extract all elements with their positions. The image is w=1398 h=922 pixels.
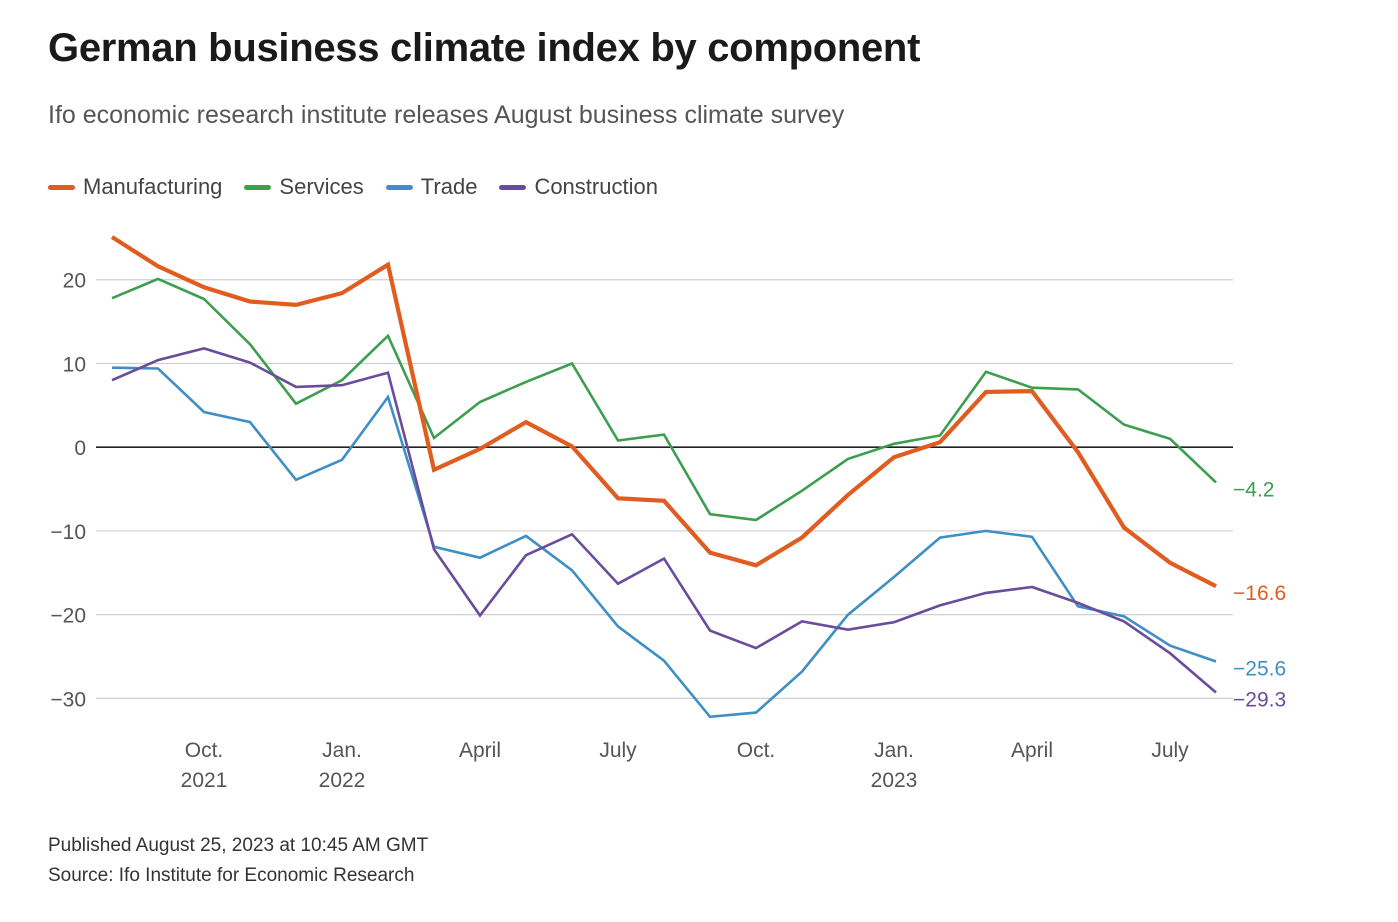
legend-swatch-manufacturing: [48, 184, 75, 190]
legend-swatch-trade: [385, 184, 413, 190]
end-label-services: −4.2: [1233, 478, 1274, 501]
chart-subtitle: Ifo economic research institute releases…: [48, 101, 845, 129]
series-line-construction: [111, 347, 1217, 694]
legend-swatch-services: [244, 184, 272, 190]
y-tick-label: 20: [63, 270, 86, 293]
y-tick-label: −20: [50, 605, 86, 628]
end-label-manufacturing: −16.6: [1233, 582, 1286, 605]
legend-swatch-construction: [499, 184, 527, 190]
legend-label-services: Services: [279, 174, 364, 199]
source-note: Source: Ifo Institute for Economic Resea…: [48, 865, 415, 886]
chart-title: German business climate index by compone…: [48, 26, 921, 70]
x-tick-label: Oct.: [737, 739, 776, 762]
published-date: Published August 25, 2023 at 10:45 AM GM…: [48, 835, 429, 856]
x-tick-label: July: [1151, 739, 1189, 762]
x-tick-label: Jan.: [322, 739, 362, 762]
y-tick-label: 0: [74, 437, 86, 460]
legend-item-construction: Construction: [499, 174, 658, 200]
y-tick-label: 10: [63, 353, 86, 376]
x-tick-year-label: 2023: [871, 769, 918, 792]
legend-item-manufacturing: Manufacturing: [48, 174, 222, 200]
legend-item-trade: Trade: [385, 174, 478, 200]
x-tick-year-label: 2022: [319, 769, 366, 792]
x-tick-label: July: [599, 739, 637, 762]
legend-item-services: Services: [244, 174, 364, 200]
series-line-manufacturing: [110, 235, 1217, 589]
x-tick-year-label: 2021: [181, 769, 228, 792]
legend: Manufacturing Services Trade Constructio…: [48, 174, 658, 200]
series-line-trade: [111, 366, 1217, 719]
end-label-trade: −25.6: [1233, 658, 1286, 681]
series-line-services: [111, 277, 1217, 522]
legend-label-trade: Trade: [420, 174, 478, 199]
x-tick-label: Oct.: [185, 739, 224, 762]
legend-label-manufacturing: Manufacturing: [83, 174, 223, 199]
y-tick-label: −30: [50, 688, 86, 711]
x-tick-label: Jan.: [874, 739, 914, 762]
x-tick-label: April: [1011, 739, 1053, 762]
y-tick-label: −10: [50, 521, 86, 544]
x-tick-label: April: [459, 739, 501, 762]
end-label-construction: −29.3: [1233, 689, 1286, 712]
legend-label-construction: Construction: [534, 174, 658, 199]
